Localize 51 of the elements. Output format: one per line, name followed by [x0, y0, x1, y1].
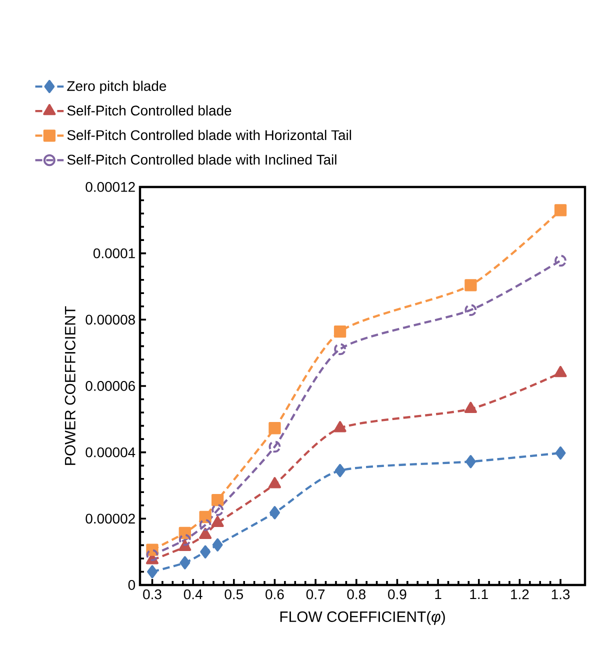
point — [212, 504, 224, 516]
point — [212, 538, 223, 552]
legend-label: Self-Pitch Controlled blade with Inclined Tail — [67, 154, 336, 165]
point — [465, 455, 476, 468]
point — [555, 446, 566, 460]
x-tick-label: 1.3 — [552, 589, 570, 600]
y-tick-label: 0.00004 — [86, 447, 136, 458]
x-tick-label: 0.8 — [347, 589, 366, 600]
y-tick-label: 0.00002 — [86, 514, 135, 524]
point — [554, 204, 567, 216]
legend-label: Self-Pitch Controlled blade — [67, 105, 232, 116]
point — [464, 279, 477, 292]
point — [178, 534, 191, 546]
x-tick-label: 1.1 — [470, 589, 488, 600]
x-tick-label: 1.2 — [511, 589, 529, 600]
point — [180, 556, 190, 570]
point — [270, 506, 280, 520]
point — [211, 516, 224, 528]
x-tick-label: 0.5 — [224, 589, 244, 600]
x-tick-label: 0.9 — [388, 589, 406, 600]
point — [334, 326, 346, 338]
y-tick-label: 0.00006 — [86, 381, 135, 391]
point — [268, 422, 281, 434]
point — [199, 528, 212, 539]
point — [199, 518, 212, 531]
x-tick-label: 0.6 — [266, 589, 284, 600]
y-tick-label: 0.0001 — [93, 248, 135, 258]
x-tick-label: 0.3 — [143, 589, 162, 600]
y-tick-label: 0.00012 — [86, 182, 135, 192]
point — [554, 366, 567, 378]
y-axis-title: POWER COEFFICIENT — [64, 306, 76, 465]
x-axis-title: FLOW COEFFICIENT(φ) — [280, 611, 445, 625]
point — [464, 402, 477, 413]
legend-label: Self-Pitch Controlled blade with Horizontal Tail — [67, 130, 352, 140]
x-tick-label: 0.7 — [306, 589, 325, 600]
y-tick-label: 0.00008 — [86, 314, 135, 325]
point — [146, 549, 158, 562]
point — [334, 464, 346, 478]
point — [211, 494, 224, 506]
x-tick-label: 0.4 — [184, 589, 202, 600]
point — [268, 440, 281, 453]
point — [464, 304, 477, 316]
y-tick-label: 0 — [128, 580, 136, 590]
point — [334, 421, 346, 432]
legend-label: Zero pitch blade — [67, 80, 166, 94]
point — [554, 254, 566, 267]
point — [268, 477, 281, 488]
point — [334, 343, 346, 356]
x-tick-label: 1 — [435, 589, 442, 600]
point — [147, 565, 158, 578]
point — [200, 545, 211, 558]
